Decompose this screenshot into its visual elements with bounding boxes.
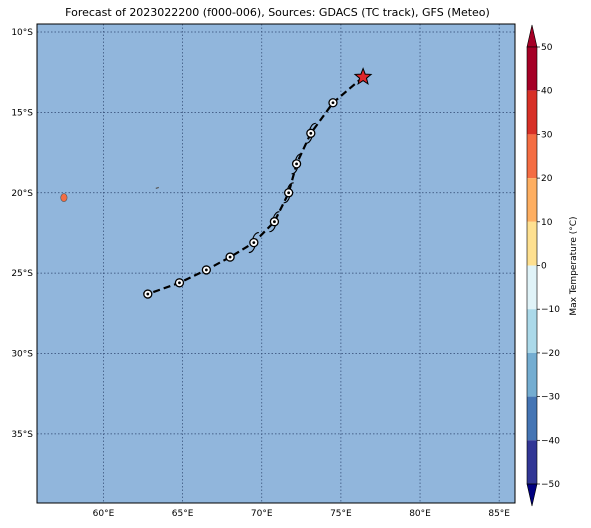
land-areas (60, 186, 159, 202)
colorbar-segment (527, 309, 537, 353)
colorbar-segment (527, 47, 537, 91)
track-point (201, 265, 212, 275)
cyclone-symbol-icon (305, 122, 316, 144)
colorbar: 50 40 30 20 10 0 −10 −20 −30 −40 −50 (526, 24, 560, 507)
colorbar-tick-label: 30 (541, 130, 553, 140)
ocean-area (37, 24, 515, 503)
lat-tick-label: 25°S (11, 269, 33, 279)
cyclone-symbol-icon (291, 153, 302, 175)
cyclone-symbol-icon (248, 232, 259, 254)
lon-tick-label: 60°E (93, 509, 115, 519)
colorbar-segment (527, 396, 537, 441)
track-point (328, 98, 338, 108)
colorbar-segment (527, 440, 537, 484)
cyclone-track (143, 67, 373, 299)
colorbar-tick-label: −50 (541, 480, 560, 490)
cyclone-symbol-icon (269, 211, 280, 233)
lat-tick-label: 15°S (11, 108, 33, 118)
colorbar-tick-label: −30 (541, 393, 560, 403)
island-mauritius (60, 193, 68, 202)
lon-tick-label: 80°E (409, 509, 431, 519)
map-frame (36, 23, 516, 504)
colorbar-min-extend (526, 483, 538, 507)
colorbar-segment (527, 352, 537, 397)
colorbar-segment (527, 90, 537, 135)
colorbar-max-extend (526, 24, 538, 48)
colorbar-tick-label: −10 (541, 305, 560, 315)
lat-tick-label: 20°S (11, 189, 33, 199)
lon-tick-label: 75°E (330, 509, 352, 519)
track-point (225, 252, 235, 262)
colorbar-tick-label: −40 (541, 436, 560, 446)
colorbar-segment (527, 221, 537, 266)
lat-tick-label: 10°S (11, 28, 33, 38)
cyclone-symbol-icon (283, 182, 294, 204)
map-title: Forecast of 2023022200 (f000-006), Sourc… (65, 6, 490, 19)
colorbar-tick-label: 10 (541, 218, 553, 228)
lat-tick-label: 35°S (11, 430, 33, 440)
colorbar-tick-label: 20 (541, 174, 553, 184)
colorbar-segment (527, 178, 537, 222)
axis-labels: 60°E 65°E 70°E 75°E 80°E 85°E 10°S 15°S 20°S 25°S… (11, 28, 510, 519)
colorbar-label: Max Temperature (°C) (569, 216, 579, 315)
colorbar-tick-label: −20 (541, 349, 560, 359)
island-rodrigues (155, 186, 159, 190)
colorbar-segment (527, 134, 537, 179)
lon-tick-label: 70°E (251, 509, 273, 519)
lon-tick-label: 85°E (488, 509, 510, 519)
track-line (147, 76, 364, 296)
lon-tick-label: 65°E (172, 509, 194, 519)
track-point (174, 278, 185, 288)
colorbar-segment (527, 265, 537, 310)
graticule (37, 24, 515, 503)
track-point (143, 289, 153, 299)
colorbar-tick-label: 0 (541, 262, 547, 272)
star-icon (353, 67, 373, 86)
colorbar-tick-label: 50 (541, 43, 553, 53)
lat-tick-label: 30°S (11, 350, 33, 360)
colorbar-tick-label: 40 (541, 87, 553, 97)
